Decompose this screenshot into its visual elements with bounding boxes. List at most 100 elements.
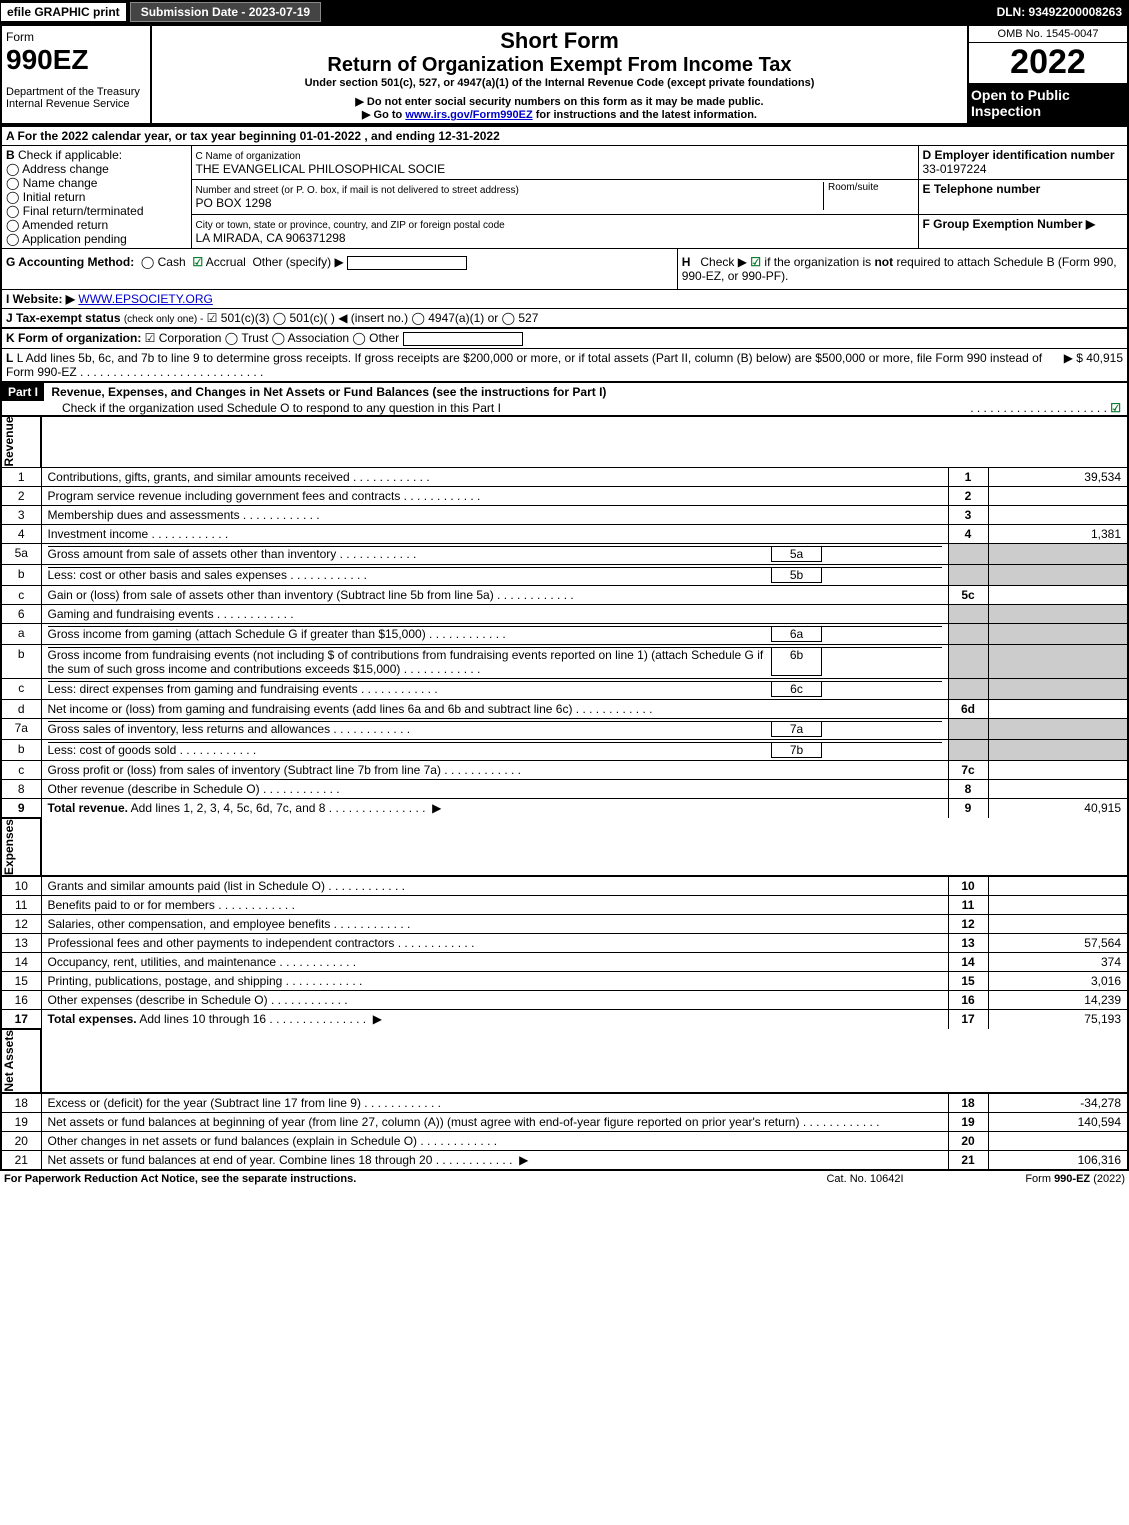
k-other-input[interactable] — [403, 332, 523, 346]
line-row: cLess: direct expenses from gaming and f… — [1, 679, 1128, 700]
opt-initial-return[interactable]: ◯ Initial return — [6, 190, 85, 204]
part1-title: Revenue, Expenses, and Changes in Net As… — [47, 383, 610, 401]
irs-link[interactable]: www.irs.gov/Form990EZ — [405, 109, 532, 121]
line-number: 19 — [1, 1113, 41, 1132]
line-row: 9Total revenue. Add lines 1, 2, 3, 4, 5c… — [1, 799, 1128, 819]
line-row: 15Printing, publications, postage, and s… — [1, 972, 1128, 991]
line-box-number: 4 — [948, 524, 988, 543]
part1-check-icon[interactable]: ☑ — [1110, 401, 1127, 415]
part1-check-text: Check if the organization used Schedule … — [2, 401, 501, 415]
box-c-name: C Name of organization THE EVANGELICAL P… — [191, 146, 918, 180]
tax-year: 2022 — [969, 43, 1127, 82]
line-number: 16 — [1, 991, 41, 1010]
line-description: Salaries, other compensation, and employ… — [41, 915, 948, 934]
efile-label[interactable]: efile GRAPHIC print — [1, 3, 126, 21]
line-description: Gross profit or (loss) from sales of inv… — [41, 761, 948, 780]
line-box-number: 8 — [948, 780, 988, 799]
line-box-number: 19 — [948, 1113, 988, 1132]
line-amount: 40,915 — [988, 799, 1128, 819]
sub-line-box: 7a — [772, 722, 822, 737]
line-row: 19Net assets or fund balances at beginni… — [1, 1113, 1128, 1132]
paperwork-notice: For Paperwork Reduction Act Notice, see … — [4, 1173, 765, 1185]
line-box-number: 20 — [948, 1132, 988, 1151]
website-link[interactable]: WWW.EPSOCIETY.ORG — [78, 292, 212, 306]
opt-address-change[interactable]: ◯ Address change — [6, 162, 109, 176]
g-other[interactable]: Other (specify) ▶ — [252, 255, 343, 269]
line-number: b — [1, 564, 41, 585]
header-right: OMB No. 1545-0047 2022 — [968, 25, 1128, 83]
line-box-number — [948, 604, 988, 623]
line-amount: 140,594 — [988, 1113, 1128, 1132]
line-row: bGross income from fundraising events (n… — [1, 644, 1128, 679]
line-description: Gain or (loss) from sale of assets other… — [41, 585, 948, 604]
line-description: Other changes in net assets or fund bala… — [41, 1132, 948, 1151]
c-label: C Name of organization — [196, 151, 301, 162]
k-opts[interactable]: ☑ Corporation ◯ Trust ◯ Association ◯ Ot… — [145, 331, 399, 345]
box-b: B Check if applicable: ◯ Address change … — [1, 146, 191, 249]
line-number: b — [1, 644, 41, 679]
line-h: H Check ▶ ☑ if the organization is not r… — [677, 249, 1128, 289]
line-row: 17Total expenses. Add lines 10 through 1… — [1, 1010, 1128, 1030]
city-value: LA MIRADA, CA 906371298 — [196, 231, 346, 245]
identity-block: B Check if applicable: ◯ Address change … — [0, 145, 1129, 249]
goto-pre: ▶ Go to — [362, 109, 405, 121]
line-number: c — [1, 679, 41, 700]
dln-label: DLN: 93492200008263 — [997, 5, 1128, 19]
return-title: Return of Organization Exempt From Incom… — [158, 54, 961, 77]
line-description: Total revenue. Add lines 1, 2, 3, 4, 5c,… — [41, 799, 948, 819]
ein-value: 33-0197224 — [923, 162, 987, 176]
line-description: Net assets or fund balances at beginning… — [41, 1113, 948, 1132]
h-check-icon[interactable]: ☑ — [750, 255, 761, 269]
g-other-input[interactable] — [347, 256, 467, 270]
line-number: 9 — [1, 799, 41, 819]
line-amount: 14,239 — [988, 991, 1128, 1010]
line-amount — [988, 644, 1128, 679]
line-box-number — [948, 679, 988, 700]
line-row: 4Investment income . . . . . . . . . . .… — [1, 524, 1128, 543]
opt-amended-return[interactable]: ◯ Amended return — [6, 218, 108, 232]
line-amount — [988, 915, 1128, 934]
f-label: F Group Exemption Number ▶ — [923, 217, 1096, 231]
line-row: 1Contributions, gifts, grants, and simil… — [1, 467, 1128, 486]
form-header: Form 990EZ Department of the Treasury In… — [0, 24, 1129, 125]
h-text2: if the organization is — [764, 255, 874, 269]
l-text: L L Add lines 5b, 6c, and 7b to line 9 t… — [6, 351, 1064, 379]
i-label: I Website: ▶ — [6, 292, 75, 306]
line-amount — [988, 585, 1128, 604]
line-number: 11 — [1, 896, 41, 915]
line-box-number: 18 — [948, 1093, 988, 1113]
opt-name-change[interactable]: ◯ Name change — [6, 176, 97, 190]
line-box-number: 2 — [948, 486, 988, 505]
g-accrual[interactable]: Accrual — [206, 255, 246, 269]
line-row: 13Professional fees and other payments t… — [1, 934, 1128, 953]
line-number: 14 — [1, 953, 41, 972]
box-d: D Employer identification number 33-0197… — [918, 146, 1128, 180]
line-number: b — [1, 740, 41, 761]
line-amount — [988, 623, 1128, 644]
ssn-warning: ▶ Do not enter social security numbers o… — [158, 95, 961, 108]
line-description: Gross income from gaming (attach Schedul… — [41, 623, 948, 644]
line-amount: 57,564 — [988, 934, 1128, 953]
line-amount — [988, 700, 1128, 719]
line-number: 3 — [1, 505, 41, 524]
line-description: Less: direct expenses from gaming and fu… — [41, 679, 948, 700]
line-amount: 1,381 — [988, 524, 1128, 543]
line-description: Less: cost of goods sold . . . . . . . .… — [41, 740, 948, 761]
goto-line: ▶ Go to www.irs.gov/Form990EZ for instru… — [158, 108, 961, 121]
opt-final-return[interactable]: ◯ Final return/terminated — [6, 204, 144, 218]
opt-application-pending[interactable]: ◯ Application pending — [6, 232, 127, 246]
top-bar: efile GRAPHIC print Submission Date - 20… — [0, 0, 1129, 24]
j-opts[interactable]: ☑ 501(c)(3) ◯ 501(c)( ) ◀ (insert no.) ◯… — [207, 311, 539, 325]
g-cash[interactable]: Cash — [158, 255, 186, 269]
line-description: Benefits paid to or for members . . . . … — [41, 896, 948, 915]
line-j: J Tax-exempt status (check only one) - ☑… — [0, 308, 1129, 327]
line-amount — [988, 740, 1128, 761]
line-box-number — [948, 623, 988, 644]
line-description: Occupancy, rent, utilities, and maintena… — [41, 953, 948, 972]
line-box-number: 15 — [948, 972, 988, 991]
line-amount — [988, 876, 1128, 896]
line-box-number: 3 — [948, 505, 988, 524]
line-amount: 39,534 — [988, 467, 1128, 486]
line-description: Other revenue (describe in Schedule O) .… — [41, 780, 948, 799]
line-amount — [988, 896, 1128, 915]
